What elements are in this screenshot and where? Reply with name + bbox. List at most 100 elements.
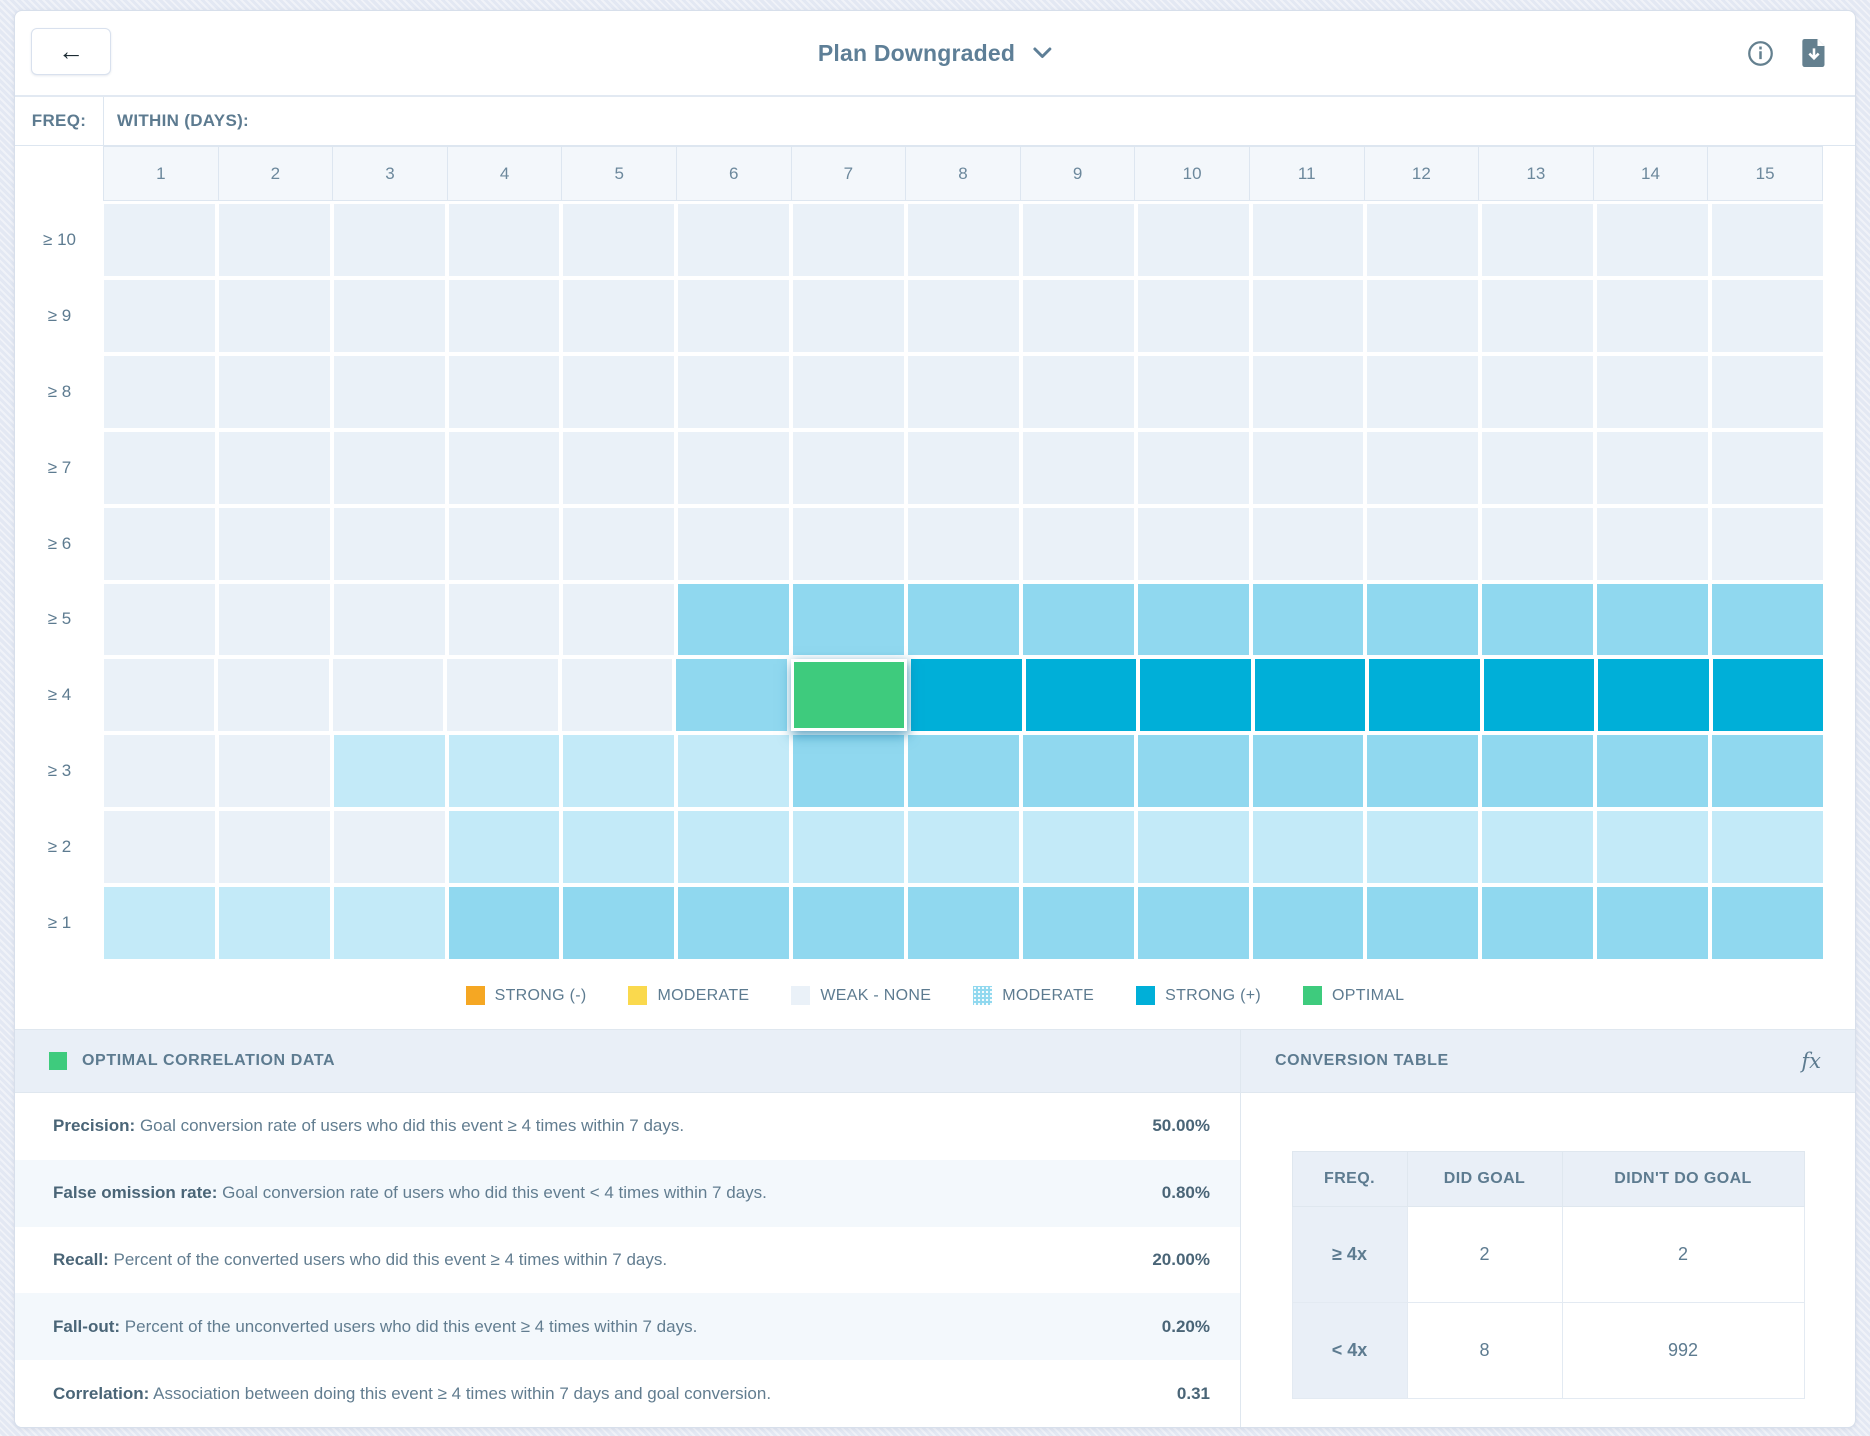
event-selector[interactable]: Plan Downgraded [818,11,1052,95]
heatmap-cell[interactable] [1252,431,1364,504]
heatmap-cell[interactable] [561,659,673,732]
heatmap-cell[interactable] [1482,204,1594,276]
heatmap-cell[interactable] [1482,887,1594,960]
heatmap-cell[interactable] [1712,583,1823,656]
heatmap-cell[interactable] [448,887,560,960]
heatmap-cell[interactable] [1597,355,1709,428]
heatmap-cell[interactable] [333,811,445,884]
info-icon[interactable] [1745,38,1775,68]
heatmap-cell[interactable] [1367,355,1479,428]
heatmap-cell[interactable] [1252,204,1364,276]
heatmap-cell[interactable] [448,204,560,276]
heatmap-cell[interactable] [1137,887,1249,960]
heatmap-cell[interactable] [1137,431,1249,504]
heatmap-cell[interactable] [1367,735,1479,808]
heatmap-cell[interactable] [448,735,560,808]
heatmap-cell[interactable] [104,887,215,960]
heatmap-cell[interactable] [1712,431,1823,504]
heatmap-cell[interactable] [448,355,560,428]
heatmap-cell[interactable] [563,887,675,960]
heatmap-cell[interactable] [218,507,330,580]
heatmap-cell[interactable] [678,735,790,808]
heatmap-cell[interactable] [1597,811,1709,884]
heatmap-cell[interactable] [1137,279,1249,352]
heatmap-cell[interactable] [1367,507,1479,580]
heatmap-cell[interactable] [218,735,330,808]
heatmap-cell[interactable] [678,507,790,580]
heatmap-cell[interactable] [1482,811,1594,884]
heatmap-cell[interactable] [1597,507,1709,580]
heatmap-cell[interactable] [332,659,444,732]
heatmap-cell[interactable] [1137,811,1249,884]
heatmap-cell[interactable] [1022,431,1134,504]
heatmap-cell[interactable] [218,659,329,732]
heatmap-cell[interactable] [1597,431,1709,504]
heatmap-cell[interactable] [1597,887,1709,960]
heatmap-cell[interactable] [1022,811,1134,884]
heatmap-cell[interactable] [793,204,905,276]
heatmap-cell[interactable] [104,583,215,656]
heatmap-cell[interactable] [793,887,905,960]
heatmap-cell[interactable] [1712,279,1823,352]
heatmap-cell[interactable] [676,659,787,732]
heatmap-cell[interactable] [563,279,675,352]
heatmap-cell[interactable] [104,204,215,276]
heatmap-cell[interactable] [908,355,1019,428]
heatmap-cell[interactable] [333,735,445,808]
heatmap-cell[interactable] [1252,735,1364,808]
heatmap-cell[interactable] [908,507,1019,580]
heatmap-cell[interactable] [104,431,215,504]
heatmap-cell[interactable] [793,355,905,428]
heatmap-cell[interactable] [1712,887,1823,960]
heatmap-cell[interactable] [1597,735,1709,808]
heatmap-cell[interactable] [1137,583,1249,656]
heatmap-cell[interactable] [908,431,1019,504]
heatmap-cell[interactable] [908,279,1019,352]
heatmap-cell[interactable] [678,204,790,276]
heatmap-cell[interactable] [1367,431,1479,504]
heatmap-cell[interactable] [218,279,330,352]
heatmap-cell[interactable] [448,279,560,352]
heatmap-cell[interactable] [448,507,560,580]
heatmap-cell[interactable] [563,811,675,884]
heatmap-cell[interactable] [1022,204,1134,276]
heatmap-cell[interactable] [1483,659,1595,732]
heatmap-cell[interactable] [104,735,215,808]
heatmap-cell[interactable] [447,659,558,732]
heatmap-cell[interactable] [1712,659,1824,732]
heatmap-cell[interactable] [1022,279,1134,352]
heatmap-cell[interactable] [908,204,1019,276]
heatmap-cell[interactable] [1712,204,1823,276]
heatmap-cell[interactable] [678,355,790,428]
heatmap-cell[interactable] [678,431,790,504]
heatmap-cell[interactable] [218,355,330,428]
heatmap-cell[interactable] [1252,355,1364,428]
heatmap-cell[interactable] [563,204,675,276]
heatmap-cell[interactable] [1252,811,1364,884]
download-icon[interactable] [1799,38,1829,68]
heatmap-cell[interactable] [218,204,330,276]
heatmap-cell[interactable] [1252,887,1364,960]
formula-fx-icon[interactable]: fx [1801,1049,1821,1073]
heatmap-cell[interactable] [911,659,1022,732]
heatmap-cell[interactable] [793,507,905,580]
heatmap-cell[interactable] [793,279,905,352]
heatmap-cell[interactable] [1369,659,1480,732]
heatmap-cell[interactable] [1022,583,1134,656]
heatmap-cell[interactable] [1367,583,1479,656]
heatmap-cell[interactable] [104,355,215,428]
heatmap-cell[interactable] [1137,355,1249,428]
heatmap-cell[interactable] [1482,431,1594,504]
heatmap-cell[interactable] [1252,507,1364,580]
heatmap-cell[interactable] [908,583,1019,656]
heatmap-cell[interactable] [678,811,790,884]
heatmap-cell[interactable] [793,431,905,504]
heatmap-cell[interactable] [1254,659,1366,732]
heatmap-cell[interactable] [1482,735,1594,808]
heatmap-cell[interactable] [1367,887,1479,960]
heatmap-cell[interactable] [1482,507,1594,580]
heatmap-cell[interactable] [333,583,445,656]
heatmap-cell[interactable] [218,583,330,656]
heatmap-cell[interactable] [1367,204,1479,276]
heatmap-cell[interactable] [1022,355,1134,428]
